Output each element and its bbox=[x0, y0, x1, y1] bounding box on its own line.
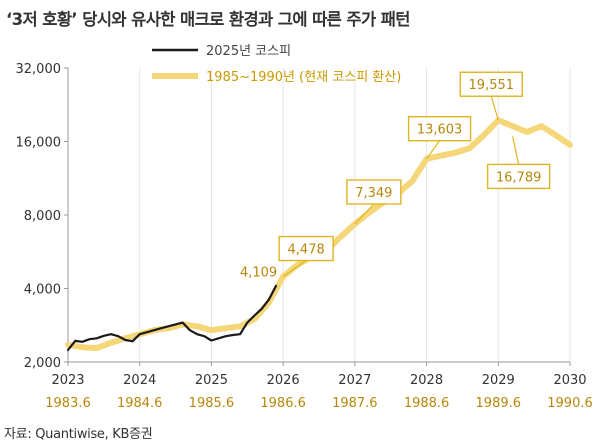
x-tick-label-secondary: 1985.6 bbox=[189, 396, 235, 411]
x-tick-label-secondary: 1986.6 bbox=[260, 396, 306, 411]
x-tick-label: 2030 bbox=[553, 373, 586, 388]
annotation-label: 19,551 bbox=[469, 78, 515, 93]
axes: 2,000 4,000 8,000 16,000 32,000 2023 1983.6 202… bbox=[16, 62, 593, 411]
annotations: 4,109 4,478 7,349 13,603 19,551 16,789 bbox=[240, 71, 551, 281]
x-tick-label-secondary: 1989.6 bbox=[476, 396, 522, 411]
x-tick-label: 2027 bbox=[338, 373, 371, 388]
legend-label-2025: 2025년 코스피 bbox=[206, 44, 291, 59]
annotation-leader bbox=[426, 140, 441, 160]
y-tick-label: 4,000 bbox=[24, 283, 61, 298]
x-tick-label: 2029 bbox=[482, 373, 515, 388]
x-tick-label-secondary: 1983.6 bbox=[45, 396, 91, 411]
annotation-leader bbox=[490, 96, 499, 121]
annotation-leader bbox=[512, 136, 520, 165]
legend-label-1985: 1985~1990년 (현재 코스피 환산) bbox=[206, 70, 401, 85]
annotation-box bbox=[459, 71, 523, 97]
y-tick-label: 32,000 bbox=[16, 62, 62, 77]
y-tick-label: 2,000 bbox=[24, 356, 61, 371]
x-tick-label: 2026 bbox=[267, 373, 300, 388]
annotation-leader bbox=[282, 260, 307, 278]
x-tick-label: 2025 bbox=[195, 373, 228, 388]
x-tick-label: 2028 bbox=[410, 373, 443, 388]
series-lines bbox=[65, 117, 573, 352]
x-tick-label: 2024 bbox=[123, 373, 156, 388]
annotation-box bbox=[486, 163, 551, 190]
chart-title: ‘3저 호황’ 당시와 유사한 매크로 환경과 그에 따른 주가 패턴 bbox=[6, 10, 410, 29]
annotation-box bbox=[407, 116, 472, 142]
annotation-label: 13,603 bbox=[417, 123, 463, 138]
series-line-2025 bbox=[66, 284, 278, 352]
annotation-leader bbox=[354, 203, 375, 225]
legend: 2025년 코스피 1985~1990년 (현재 코스피 환산) bbox=[152, 44, 401, 85]
annotation-label: 4,478 bbox=[288, 243, 325, 258]
series-line-1985-1990 bbox=[65, 117, 573, 352]
annotation-box bbox=[278, 235, 334, 262]
source-note: 자료: Quantiwise, KB증권 bbox=[4, 427, 153, 442]
x-tick-label-secondary: 1990.6 bbox=[547, 396, 593, 411]
x-tick-label-secondary: 1984.6 bbox=[117, 396, 163, 411]
annotation-box bbox=[346, 179, 402, 205]
x-tick-label: 2023 bbox=[51, 373, 84, 388]
y-tick-label: 16,000 bbox=[16, 136, 62, 151]
annotation-label: 16,789 bbox=[496, 170, 542, 185]
annotation-label: 7,349 bbox=[355, 186, 392, 201]
x-tick-label-secondary: 1987.6 bbox=[332, 396, 378, 411]
grid-lines bbox=[67, 68, 571, 362]
x-tick-label-secondary: 1988.6 bbox=[404, 396, 450, 411]
y-tick-label: 8,000 bbox=[24, 209, 61, 224]
annotation-label: 4,109 bbox=[240, 266, 277, 281]
